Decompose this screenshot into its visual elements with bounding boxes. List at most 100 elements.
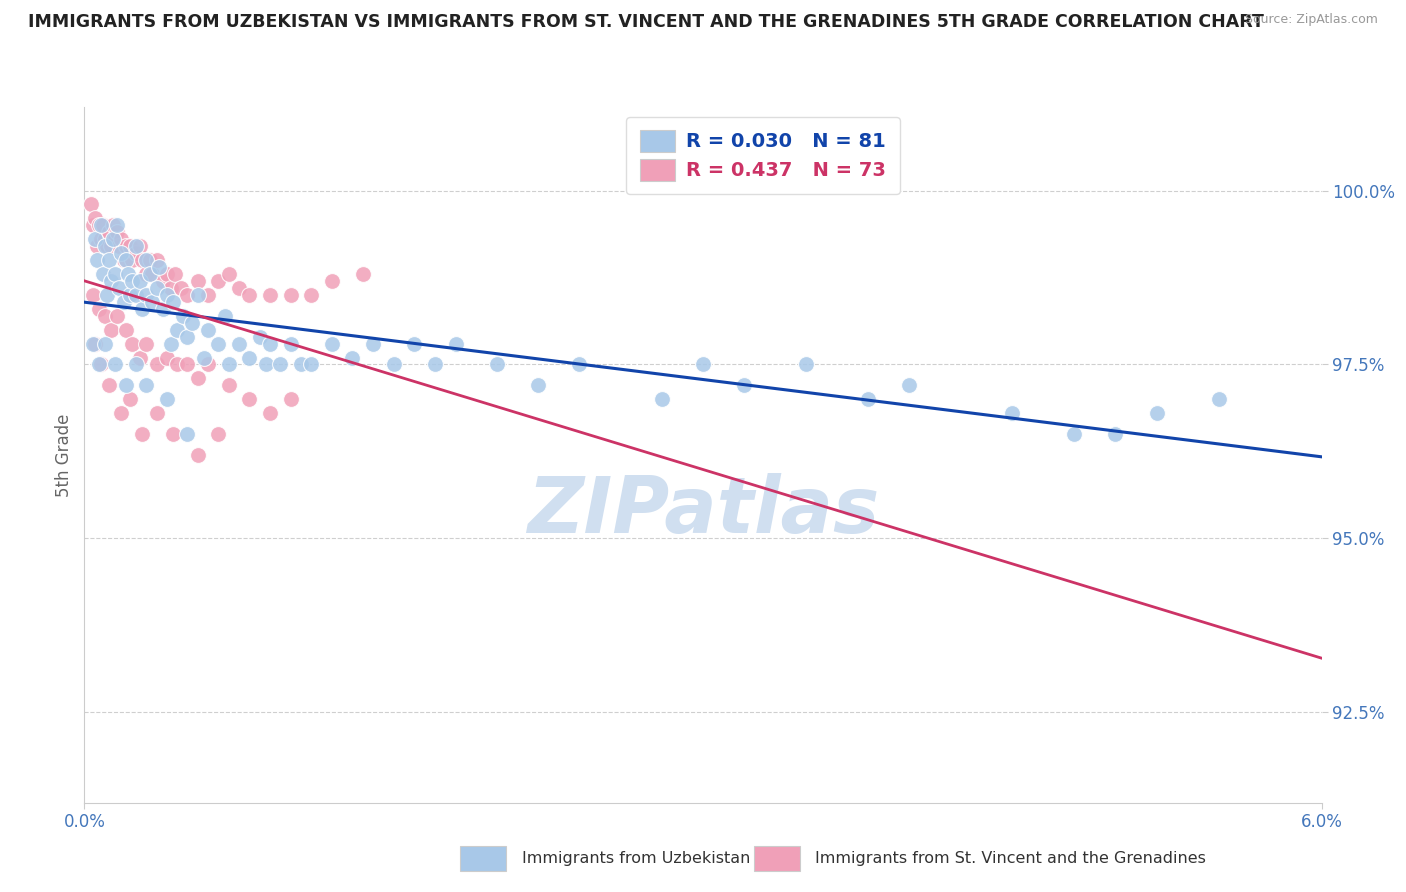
Point [1146,406,1168,420]
Point [110,232,132,246]
Point [145,253,167,268]
Point [898,378,921,392]
Point [100,239,122,253]
Point [98,378,121,392]
Point [280,392,302,407]
Point [280,288,302,302]
Point [83,211,105,226]
Point [156,288,179,302]
Bar [460,847,506,871]
Point [444,336,467,351]
Point [98,225,121,239]
Point [90,219,112,233]
Point [423,358,446,372]
Point [568,358,591,372]
Point [83,232,105,246]
Point [139,267,162,281]
Point [197,288,219,302]
Point [228,281,250,295]
Text: Source: ZipAtlas.com: Source: ZipAtlas.com [1244,13,1378,27]
Point [82,219,104,233]
Point [117,267,139,281]
Point [162,294,184,309]
Point [114,378,136,392]
Point [145,281,167,295]
Point [527,378,550,392]
Point [100,274,122,288]
Point [135,267,157,281]
Point [121,274,143,288]
Point [104,267,127,281]
Point [105,309,128,323]
Point [152,274,174,288]
Point [145,358,167,372]
Point [166,358,188,372]
Point [114,323,136,337]
Point [112,253,135,268]
Point [125,246,148,260]
Point [121,336,143,351]
Point [176,288,198,302]
Point [131,427,153,442]
Point [87,358,110,372]
Point [207,427,229,442]
Point [139,253,162,268]
Point [112,294,135,309]
Point [86,253,108,268]
Point [104,358,127,372]
Point [176,329,198,343]
Text: ZIPatlas: ZIPatlas [527,473,879,549]
Point [280,336,302,351]
Point [96,288,118,302]
Point [238,392,260,407]
Point [110,406,132,420]
Point [118,392,141,407]
Point [91,267,114,281]
Point [87,219,110,233]
Point [108,281,131,295]
Text: Immigrants from St. Vincent and the Grenadines: Immigrants from St. Vincent and the Gren… [815,851,1206,866]
Point [187,371,209,385]
Point [692,358,714,372]
Point [156,267,179,281]
Point [129,274,152,288]
Point [141,294,163,309]
Point [82,288,104,302]
Point [207,274,229,288]
Point [86,239,108,253]
Point [170,281,193,295]
Point [162,427,184,442]
Point [156,392,179,407]
Point [187,288,209,302]
Point [197,358,219,372]
Point [118,288,141,302]
Point [197,323,219,337]
Point [125,358,148,372]
Point [129,239,152,253]
Text: IMMIGRANTS FROM UZBEKISTAN VS IMMIGRANTS FROM ST. VINCENT AND THE GRENADINES 5TH: IMMIGRANTS FROM UZBEKISTAN VS IMMIGRANTS… [28,13,1264,31]
Point [187,274,209,288]
Point [382,358,405,372]
Y-axis label: 5th Grade: 5th Grade [55,413,73,497]
Point [94,336,117,351]
Point [94,232,117,246]
Point [733,378,755,392]
Point [160,336,183,351]
Legend: R = 0.030   N = 81, R = 0.437   N = 73: R = 0.030 N = 81, R = 0.437 N = 73 [626,117,900,194]
Point [269,358,291,372]
Point [82,336,104,351]
Point [148,260,170,274]
Point [856,392,879,407]
Text: Immigrants from Uzbekistan: Immigrants from Uzbekistan [522,851,749,866]
Point [152,301,174,316]
Point [100,323,122,337]
Point [218,358,240,372]
Point [485,358,508,372]
Point [91,219,114,233]
Point [254,358,277,372]
Point [108,239,131,253]
Point [103,219,125,233]
Point [141,267,163,281]
Point [125,239,148,253]
Point [87,301,110,316]
